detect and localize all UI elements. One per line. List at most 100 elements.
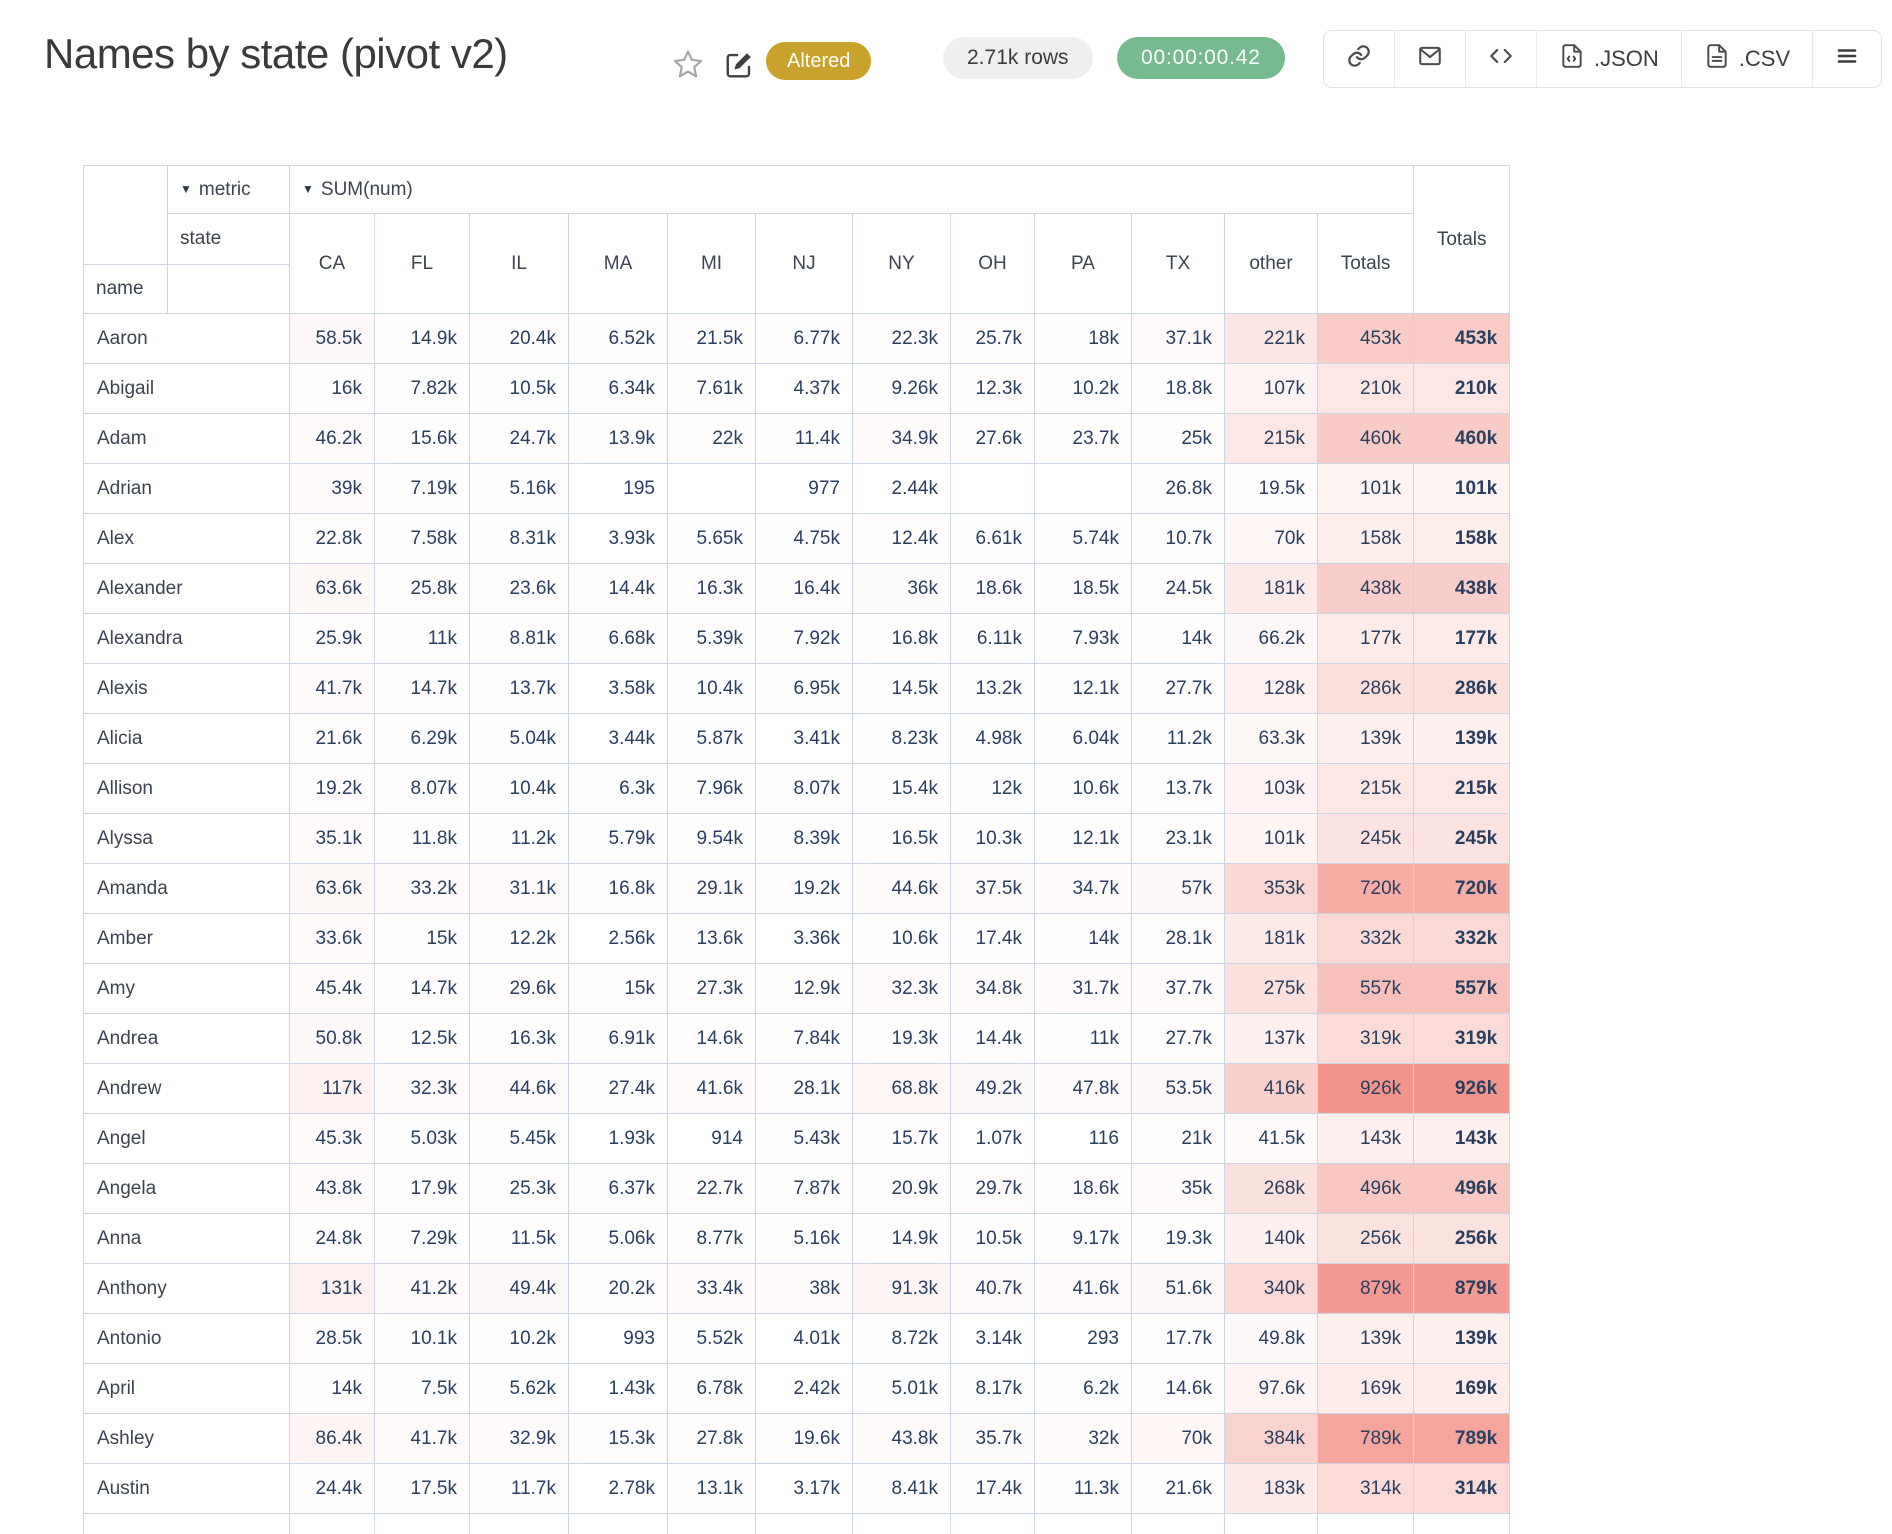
value-cell bbox=[1413, 1513, 1511, 1534]
value-cell: 23.6k bbox=[469, 563, 569, 614]
dropdown-arrow-icon: ▼ bbox=[302, 181, 314, 196]
table-row: Amanda 63.6k 33.2k 31.1k 16.8k 29.1k 19.2k 44.6… bbox=[83, 863, 1511, 914]
value-cell: 8.77k bbox=[667, 1213, 756, 1264]
row-label: Adam bbox=[83, 413, 290, 464]
table-row: Andrew 117k 32.3k 44.6k 27.4k 41.6k 28.1k 68.8k… bbox=[83, 1063, 1511, 1114]
copy-link-button[interactable] bbox=[1324, 31, 1395, 87]
value-cell: 15k bbox=[568, 963, 668, 1014]
value-cell: 4.37k bbox=[755, 363, 853, 414]
value-cell bbox=[568, 1513, 668, 1534]
value-cell: 12.4k bbox=[852, 513, 951, 564]
more-menu-button[interactable] bbox=[1813, 31, 1881, 87]
value-cell: 12k bbox=[950, 763, 1035, 814]
value-cell: 27.7k bbox=[1131, 663, 1225, 714]
value-cell: 177k bbox=[1316, 613, 1415, 664]
email-button[interactable] bbox=[1395, 31, 1466, 87]
row-axis-label[interactable]: name bbox=[83, 264, 168, 314]
value-cell: 6.29k bbox=[374, 713, 470, 764]
value-cell bbox=[1034, 463, 1132, 514]
value-cell: 7.61k bbox=[667, 363, 756, 414]
favorite-star-icon[interactable] bbox=[668, 44, 708, 84]
value-cell: 4.75k bbox=[755, 513, 853, 564]
col-axis-label[interactable]: state bbox=[167, 213, 290, 265]
value-cell: 41.6k bbox=[667, 1063, 756, 1114]
value-cell: 6.61k bbox=[950, 513, 1035, 564]
download-csv-button[interactable]: .CSV bbox=[1682, 31, 1814, 87]
value-cell: 29.6k bbox=[469, 963, 569, 1014]
value-cell: 169k bbox=[1316, 1363, 1415, 1414]
value-cell: 256k bbox=[1316, 1213, 1415, 1264]
value-cell: 215k bbox=[1224, 413, 1318, 464]
value-cell: 460k bbox=[1316, 413, 1415, 464]
value-cell: 66.2k bbox=[1224, 613, 1318, 664]
value-cell: 11.7k bbox=[469, 1463, 569, 1514]
row-label: Amber bbox=[83, 913, 290, 964]
value-cell: 12.3k bbox=[950, 363, 1035, 414]
metric-dropdown[interactable]: ▼ metric bbox=[167, 165, 290, 214]
edit-icon[interactable] bbox=[722, 48, 756, 82]
value-cell: 27.7k bbox=[1131, 1013, 1225, 1064]
value-cell: 195 bbox=[568, 463, 668, 514]
embed-button[interactable] bbox=[1466, 31, 1537, 87]
row-label: Allison bbox=[83, 763, 290, 814]
row-label: Amy bbox=[83, 963, 290, 1014]
value-cell: 22.7k bbox=[667, 1163, 756, 1214]
row-total-cell: 496k bbox=[1413, 1163, 1511, 1214]
code-icon bbox=[1488, 43, 1514, 75]
value-cell: 183k bbox=[1224, 1463, 1318, 1514]
col-header-nj: NJ bbox=[755, 213, 853, 314]
table-row: Alyssa 35.1k 11.8k 11.2k 5.79k 9.54k 8.39k 16.5… bbox=[83, 813, 1511, 864]
value-cell: 293 bbox=[1034, 1313, 1132, 1364]
value-cell: 7.58k bbox=[374, 513, 470, 564]
table-row: Adam 46.2k 15.6k 24.7k 13.9k 22k 11.4k 34.9k 27.… bbox=[83, 413, 1511, 464]
row-total-cell: 460k bbox=[1413, 413, 1511, 464]
value-cell: 14.7k bbox=[374, 963, 470, 1014]
value-cell: 41.7k bbox=[289, 663, 375, 714]
value-cell: 11k bbox=[374, 613, 470, 664]
value-cell bbox=[950, 463, 1035, 514]
value-cell: 2.56k bbox=[568, 913, 668, 964]
value-cell: 27.6k bbox=[950, 413, 1035, 464]
value-cell: 4.01k bbox=[755, 1313, 853, 1364]
menu-icon bbox=[1835, 44, 1859, 74]
value-cell: 16.3k bbox=[667, 563, 756, 614]
value-cell bbox=[469, 1513, 569, 1534]
pivot-table: ▼ metric ▼ SUM(num) Totals state CA FL IL MA M… bbox=[83, 165, 1511, 1534]
value-cell: 245k bbox=[1316, 813, 1415, 864]
row-total-cell: 139k bbox=[1413, 713, 1511, 764]
value-cell: 19.2k bbox=[755, 863, 853, 914]
value-cell: 314k bbox=[1316, 1463, 1415, 1514]
row-total-cell: 210k bbox=[1413, 363, 1511, 414]
value-cell: 32.3k bbox=[852, 963, 951, 1014]
download-csv-label: .CSV bbox=[1738, 46, 1791, 71]
value-cell: 1.93k bbox=[568, 1113, 668, 1164]
value-cell: 14.9k bbox=[374, 313, 470, 364]
file-json-icon bbox=[1559, 43, 1585, 75]
value-cell: 29.7k bbox=[950, 1163, 1035, 1214]
aggregator-dropdown[interactable]: ▼ SUM(num) bbox=[288, 165, 1415, 214]
value-cell: 21k bbox=[1131, 1113, 1225, 1164]
row-label: Austin bbox=[83, 1463, 290, 1514]
value-cell: 107k bbox=[1224, 363, 1318, 414]
row-label: Alyssa bbox=[83, 813, 290, 864]
value-cell: 17.4k bbox=[950, 913, 1035, 964]
value-cell: 49.2k bbox=[950, 1063, 1035, 1114]
value-cell: 43.8k bbox=[289, 1163, 375, 1214]
value-cell: 8.72k bbox=[852, 1313, 951, 1364]
download-json-button[interactable]: .JSON bbox=[1537, 31, 1682, 87]
value-cell: 993 bbox=[568, 1313, 668, 1364]
value-cell: 13.7k bbox=[1131, 763, 1225, 814]
value-cell: 926k bbox=[1316, 1063, 1415, 1114]
value-cell: 24.4k bbox=[289, 1463, 375, 1514]
value-cell: 41.6k bbox=[1034, 1263, 1132, 1314]
value-cell: 10.6k bbox=[852, 913, 951, 964]
value-cell: 116 bbox=[1034, 1113, 1132, 1164]
value-cell: 91.3k bbox=[852, 1263, 951, 1314]
value-cell: 10.5k bbox=[950, 1213, 1035, 1264]
value-cell: 41.7k bbox=[374, 1413, 470, 1464]
value-cell: 18.6k bbox=[950, 563, 1035, 614]
row-total-cell: 215k bbox=[1413, 763, 1511, 814]
row-label: Amanda bbox=[83, 863, 290, 914]
value-cell: 63.6k bbox=[289, 563, 375, 614]
value-cell: 35.1k bbox=[289, 813, 375, 864]
